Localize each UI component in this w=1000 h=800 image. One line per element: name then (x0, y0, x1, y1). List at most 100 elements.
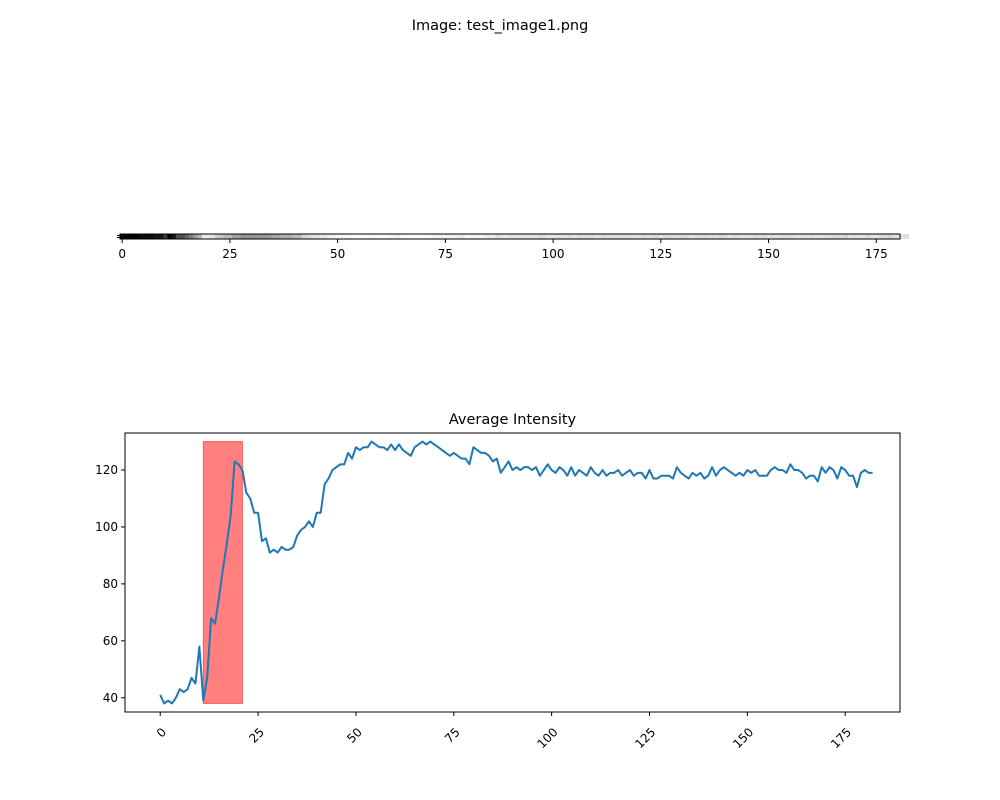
image-strip-cell (339, 234, 345, 239)
image-strip-cell (878, 234, 884, 239)
image-strip-cell (490, 234, 496, 239)
image-strip-cell (447, 234, 453, 239)
image-strip-cell (602, 234, 608, 239)
image-strip-cell (555, 234, 560, 239)
image-strip-cell (861, 234, 866, 239)
image-strip-cell (279, 234, 285, 239)
image-strip-cell (731, 234, 737, 239)
image-strip-cell (197, 234, 203, 239)
image-strip-cell (400, 234, 405, 239)
image-strip-cell (163, 234, 168, 239)
image-strip-frame (119, 233, 901, 240)
image-strip-cell (382, 234, 388, 239)
image-strip-cell (779, 234, 785, 239)
image-strip-cell (693, 234, 698, 239)
image-strip-cells (120, 234, 910, 239)
image-strip-cell (318, 234, 323, 239)
image-strip-cell (378, 234, 384, 239)
image-strip-x-tick-label: 125 (649, 247, 672, 261)
image-strip-cell (809, 234, 815, 239)
image-strip-cell (145, 234, 151, 239)
image-strip-cell (688, 234, 694, 239)
image-strip-cell (783, 234, 789, 239)
image-strip-cell (141, 234, 147, 239)
line-chart-axes-frame (124, 432, 901, 713)
image-strip-cell (512, 234, 517, 239)
image-strip-cell (680, 234, 685, 239)
image-strip-cell (365, 234, 371, 239)
image-strip-cell (171, 234, 177, 239)
image-strip-cell (240, 234, 246, 239)
image-strip-cell (270, 234, 276, 239)
image-strip-cell (762, 234, 767, 239)
image-strip-cell (460, 234, 466, 239)
image-strip-cell (529, 234, 535, 239)
image-strip-cell (826, 234, 832, 239)
image-strip-cell (404, 234, 410, 239)
image-strip-cell (361, 234, 367, 239)
image-strip-cell (770, 234, 776, 239)
image-strip-cell (598, 234, 604, 239)
image-strip-cell (421, 234, 427, 239)
image-strip-cell (150, 234, 155, 239)
image-strip-cell (628, 234, 634, 239)
image-strip-cell (874, 234, 879, 239)
image-strip-cell (193, 234, 198, 239)
image-strip-cell (611, 234, 616, 239)
image-strip-cell (438, 234, 444, 239)
image-strip-cell (464, 234, 470, 239)
image-strip-cell (387, 234, 392, 239)
image-strip-cell (184, 234, 190, 239)
image-strip-cell (288, 234, 293, 239)
image-strip-x-tick-label: 50 (330, 247, 345, 261)
image-strip-cell (477, 234, 483, 239)
image-strip-cell (469, 234, 474, 239)
image-strip-cell (843, 234, 849, 239)
image-strip-cell (723, 234, 729, 239)
line-chart-y-ticks: 40 60 80 100 120 (95, 463, 125, 705)
image-strip-cell (326, 234, 332, 239)
image-strip-cell (214, 234, 220, 239)
image-strip-cell (831, 234, 836, 239)
image-strip-cell (232, 234, 237, 239)
image-strip-cell (546, 234, 552, 239)
image-strip-cell (581, 234, 586, 239)
image-strip-cell (869, 234, 875, 239)
image-strip-cell (137, 234, 142, 239)
image-strip-cell (188, 234, 194, 239)
image-strip-cell (538, 234, 543, 239)
image-strip-cell (494, 234, 500, 239)
image-strip-panel: 0 25 50 75 100 125 150 175 (117, 233, 910, 261)
image-strip-x-tick-label: 100 (542, 247, 565, 261)
image-strip-cell (167, 234, 173, 239)
image-strip-cell (839, 234, 845, 239)
image-strip-cell (374, 234, 379, 239)
image-strip-cell (856, 234, 862, 239)
image-strip-cell (503, 234, 509, 239)
image-strip-cell (331, 234, 336, 239)
image-strip-cell (740, 234, 746, 239)
image-strip-cell (637, 234, 642, 239)
image-strip-cell (852, 234, 858, 239)
image-strip-cell (456, 234, 461, 239)
image-strip-cell (507, 234, 513, 239)
image-strip-cell (262, 234, 267, 239)
figure-suptitle: Image: test_image1.png (412, 18, 589, 34)
image-strip-cell (180, 234, 186, 239)
image-strip-cell (413, 234, 418, 239)
image-strip-cell (120, 234, 125, 239)
image-strip-cell (800, 234, 806, 239)
image-strip-cell (395, 234, 401, 239)
image-strip-x-tick-label: 150 (757, 247, 780, 261)
image-strip-cell (249, 234, 254, 239)
image-strip-cell (650, 234, 655, 239)
image-strip-cell (671, 234, 677, 239)
image-strip-cell (818, 234, 823, 239)
image-strip-cell (645, 234, 651, 239)
image-strip-cell (550, 234, 556, 239)
image-strip-cell (787, 234, 793, 239)
image-strip-cell (275, 234, 280, 239)
image-strip-cell (749, 234, 754, 239)
image-strip-x-tick-label: 175 (865, 247, 888, 261)
image-strip-cell (430, 234, 435, 239)
